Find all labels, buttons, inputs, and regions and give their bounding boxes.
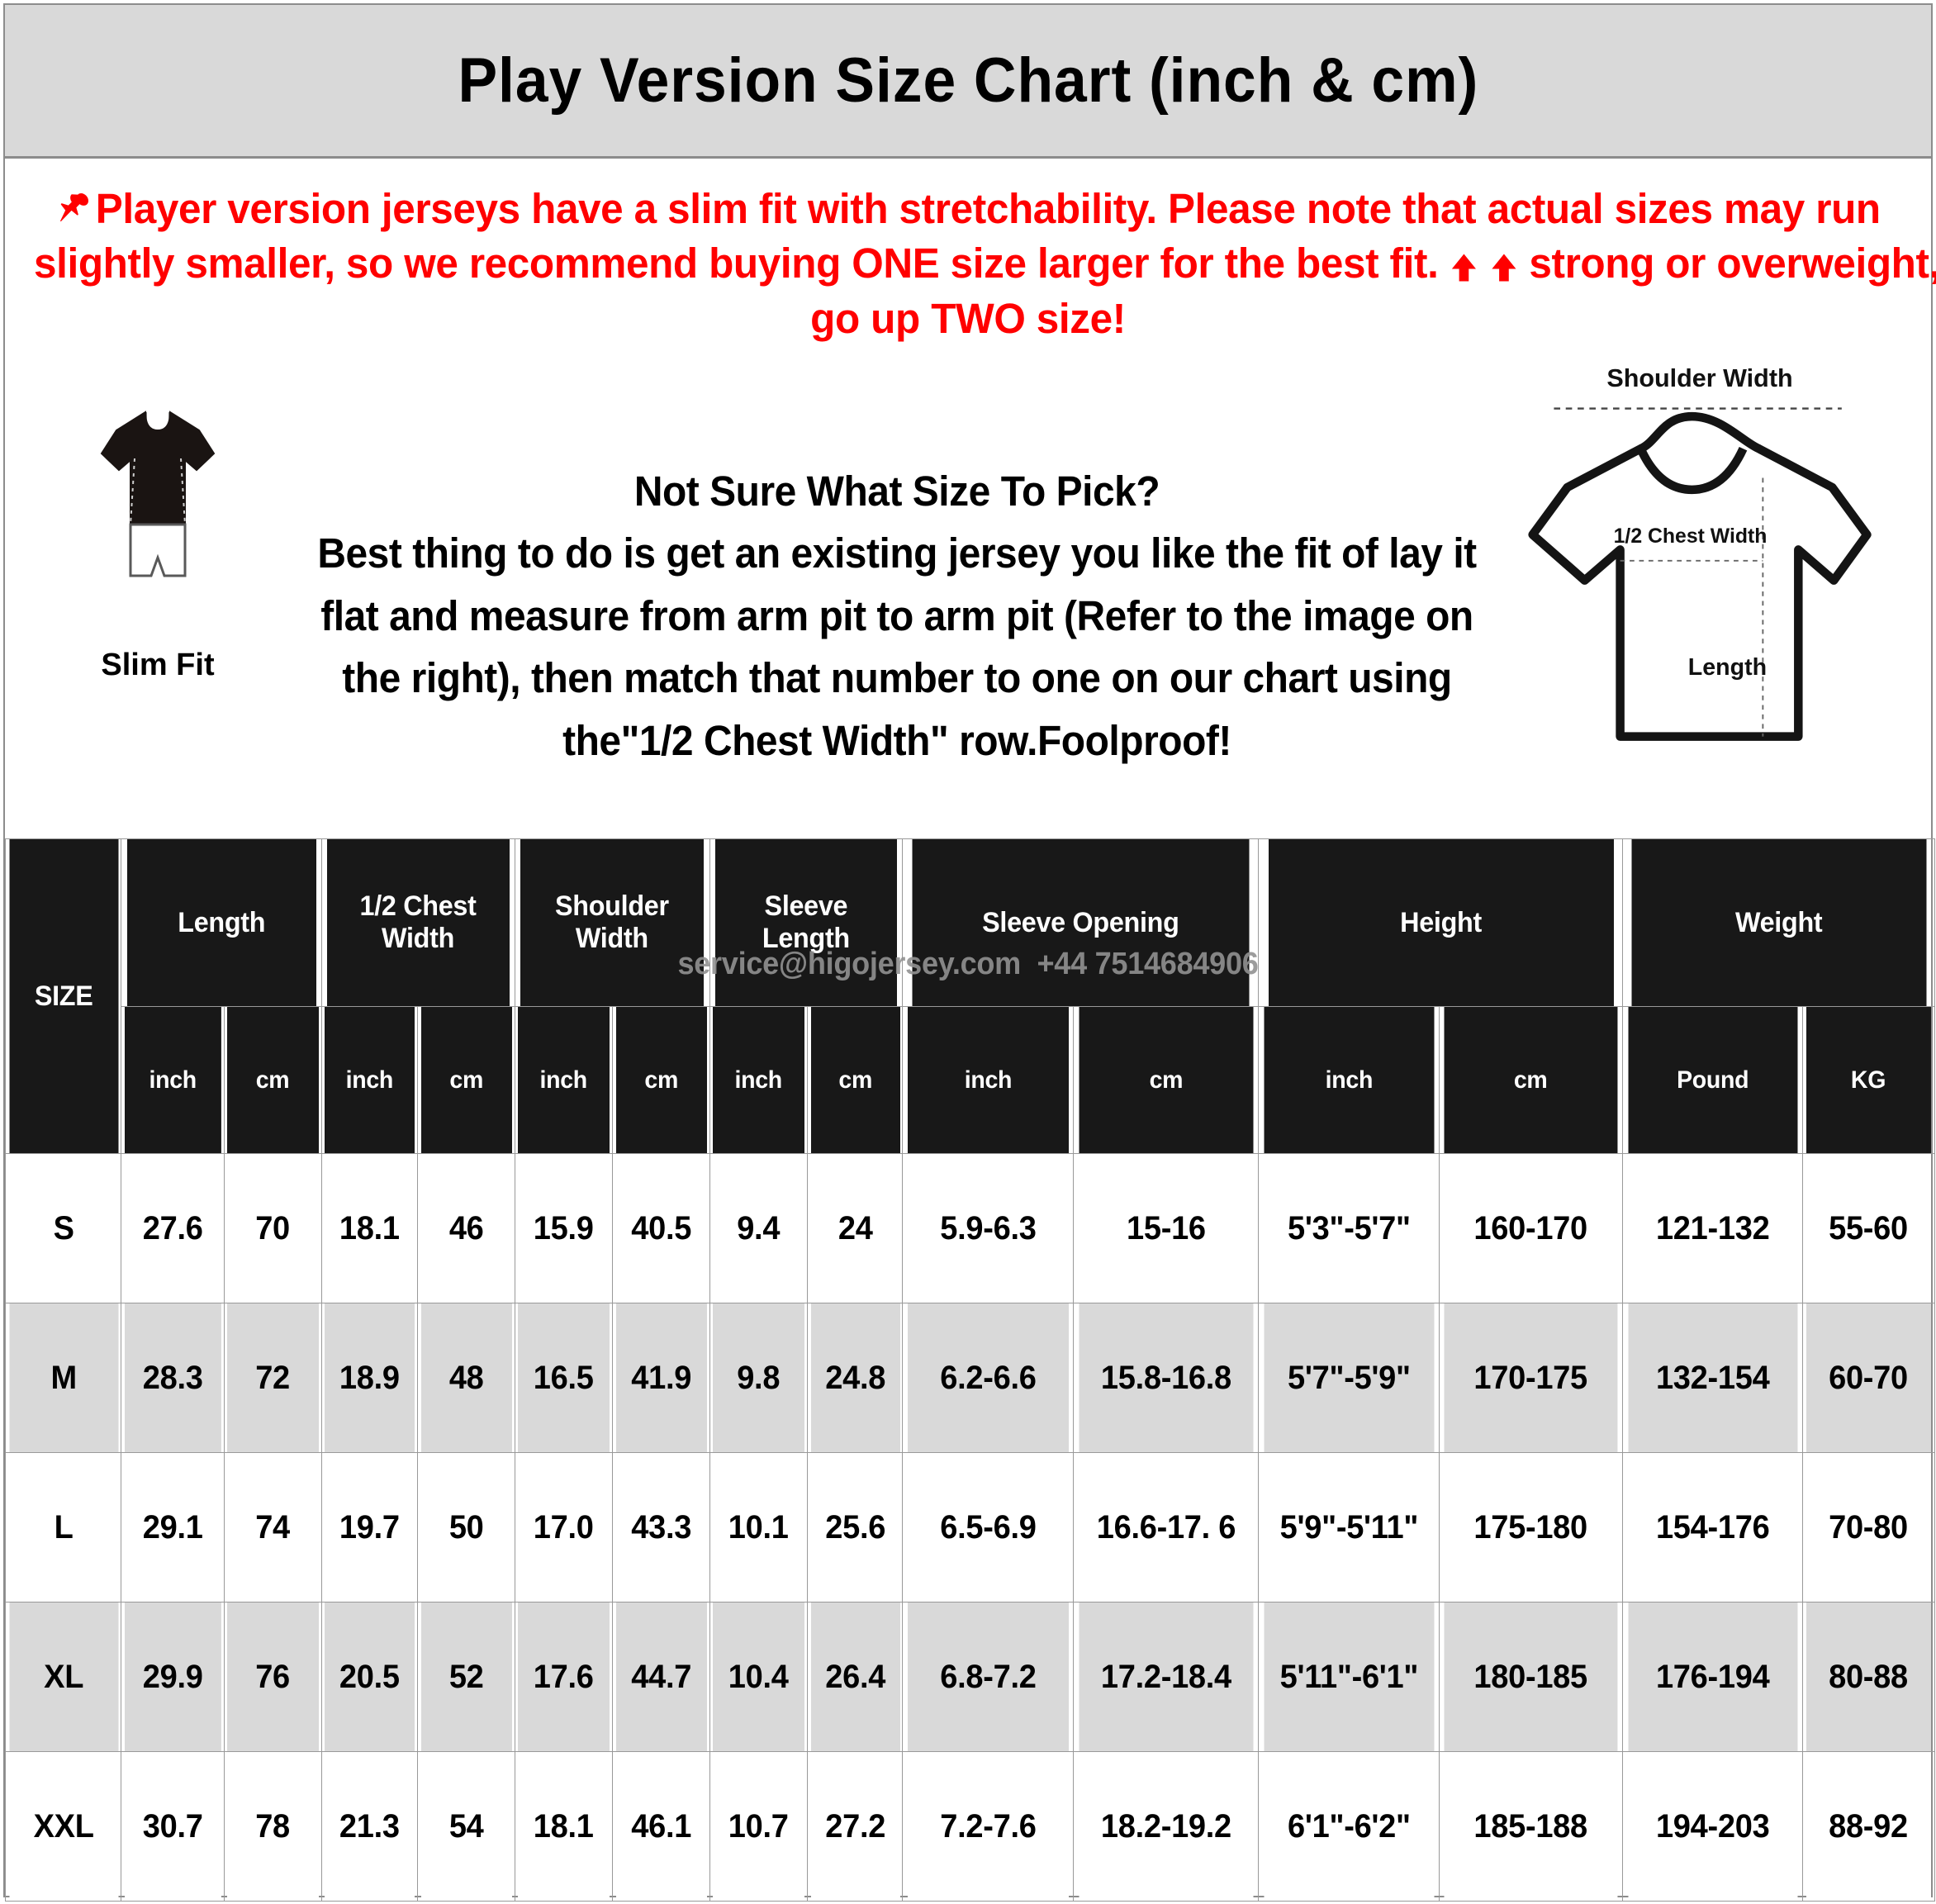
svg-text:1/2 Chest Width: 1/2 Chest Width — [1614, 525, 1768, 548]
svg-text:Length: Length — [1688, 654, 1767, 681]
svg-text:Shoulder Width: Shoulder Width — [1606, 364, 1792, 392]
